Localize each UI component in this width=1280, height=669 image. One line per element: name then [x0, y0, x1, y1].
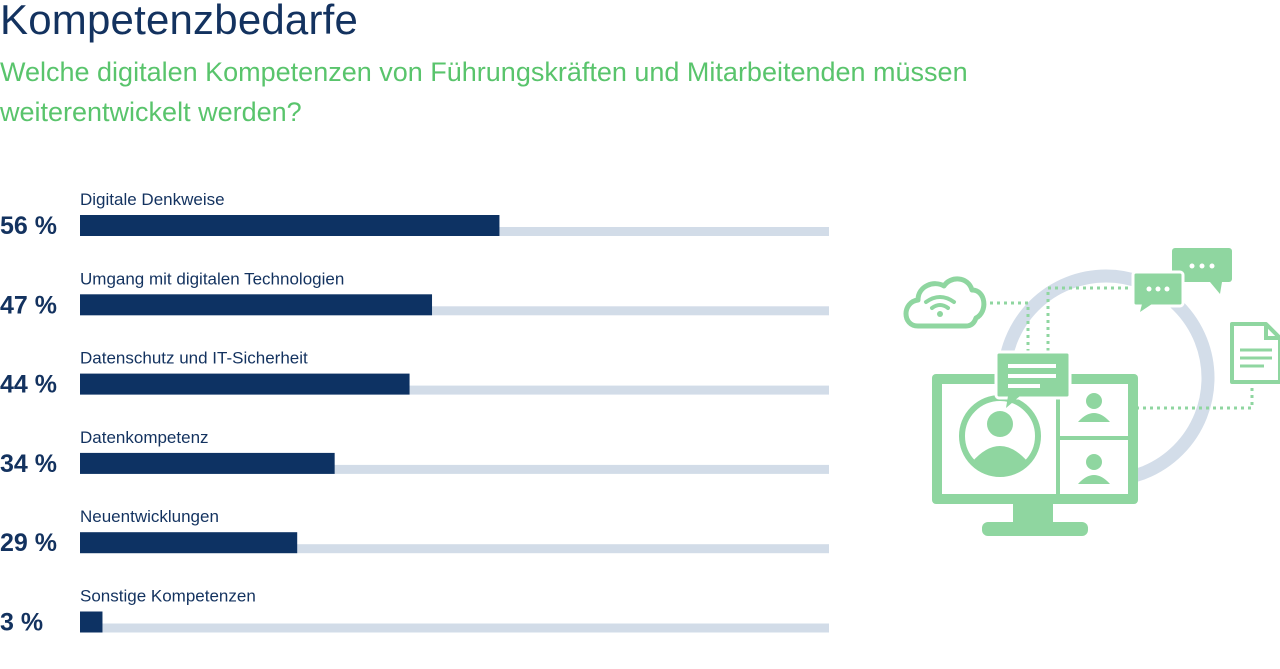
value-label: 29 % [0, 529, 57, 557]
value-label: 34 % [0, 450, 57, 478]
page-title: Kompetenzbedarfe [0, 0, 359, 43]
bar-row: Digitale Denkweise 56 % [0, 190, 829, 240]
cloud-wifi-icon [903, 276, 987, 329]
bar-row: Sonstige Kompetenzen 3 % [0, 587, 829, 637]
value-label: 56 % [0, 212, 57, 240]
bar [80, 611, 103, 633]
category-label: Sonstige Kompetenzen [80, 587, 256, 606]
bar [80, 294, 433, 316]
bar-track [80, 623, 829, 633]
category-label: Neuentwicklungen [80, 507, 219, 526]
monitor-video-call-icon [932, 350, 1138, 536]
bar [80, 452, 335, 474]
connector-lines [976, 286, 1254, 410]
category-label: Datenkompetenz [80, 428, 209, 447]
bar-track [80, 385, 829, 395]
bar-row: Datenkompetenz 34 % [0, 428, 829, 478]
bar [80, 373, 410, 395]
bar-row: Umgang mit digitalen Technologien 47 % [0, 269, 829, 319]
value-label: 3 % [0, 609, 43, 637]
value-label: 44 % [0, 371, 57, 399]
bar-track [80, 306, 829, 316]
chat-bubble-icon [1131, 248, 1232, 312]
category-label: Datenschutz und IT-Sicherheit [80, 349, 308, 368]
bar-track [80, 464, 829, 474]
bar-row: Neuentwicklungen 29 % [0, 507, 829, 557]
user-avatar-icon [959, 395, 1041, 477]
value-label: 47 % [0, 291, 57, 319]
category-label: Digitale Denkweise [80, 190, 225, 209]
document-icon [1230, 322, 1280, 384]
chart-subtitle: Welche digitalen Kompetenzen von Führung… [0, 57, 968, 127]
bar-row: Datenschutz und IT-Sicherheit 44 % [0, 349, 829, 399]
bar [80, 215, 500, 236]
video-call-illustration [903, 248, 1280, 536]
bar-chart: Digitale Denkweise 56 % Umgang mit digital… [0, 190, 829, 637]
category-label: Umgang mit digitalen Technologien [80, 269, 344, 288]
bar [80, 532, 298, 554]
bar-track [80, 544, 829, 554]
